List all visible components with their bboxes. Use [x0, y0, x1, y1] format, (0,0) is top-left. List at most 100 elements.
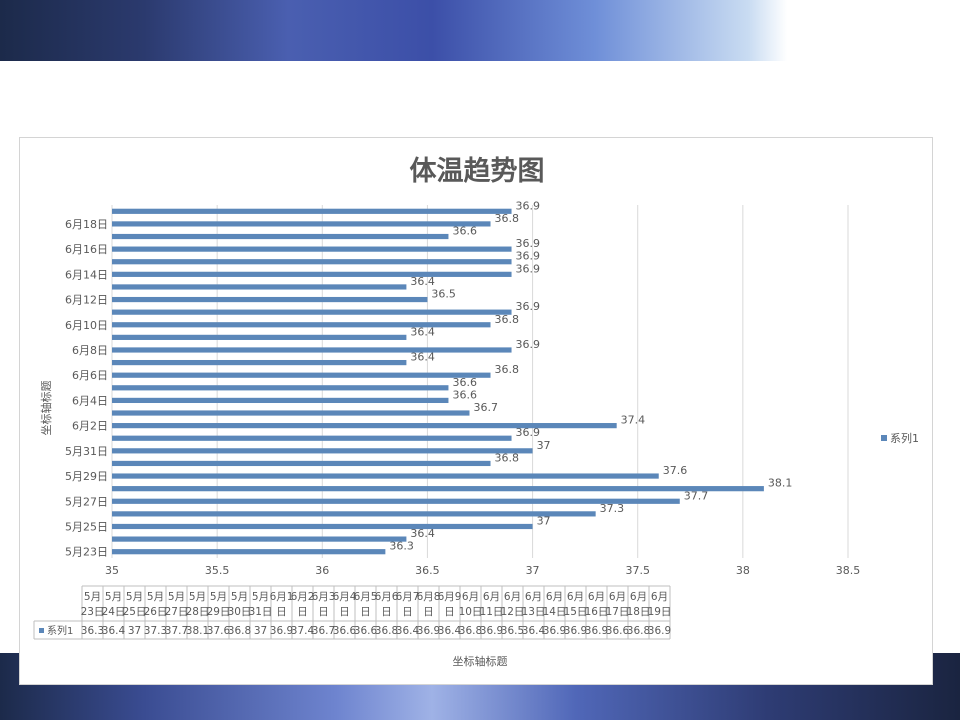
table-header-line1: 5月: [252, 591, 269, 603]
table-header-line1: 6月7: [396, 591, 420, 603]
bar-data-label: 36.7: [473, 401, 498, 414]
x-axis-tick-labels: 35 35.5 36 36.5 37 37.5 38 38.5: [105, 564, 860, 577]
table-header-line2: 31日: [249, 606, 273, 618]
bar-data-label: 36.5: [431, 288, 456, 301]
table-cell-value: 36.6: [333, 625, 357, 637]
table-cell-value: 36.9: [564, 625, 587, 637]
bar: [112, 448, 533, 454]
table-cell-value: 37: [254, 625, 267, 637]
y-tick-label: 5月25日: [65, 520, 108, 533]
table-cell-value: 36.8: [627, 625, 650, 637]
table-header-line2: 27日: [165, 606, 189, 618]
table-header-line1: 6月1: [270, 591, 294, 603]
table-header-line2: 日: [381, 606, 392, 618]
table-cell-value: 36.9: [585, 625, 608, 637]
bar-data-label: 37.3: [600, 502, 625, 515]
table-header-line2: 日: [297, 606, 308, 618]
table-cell-value: 36.5: [501, 625, 524, 637]
bar-data-label: 36.9: [516, 338, 541, 351]
x-tick-label: 37: [526, 564, 540, 577]
table-header-line1: 5月: [147, 591, 164, 603]
table-header-line2: 16日: [585, 606, 609, 618]
bar: [112, 385, 449, 391]
table-header-line1: 6月: [567, 591, 584, 603]
bar-data-label: 37.4: [621, 414, 646, 427]
bar: [112, 284, 407, 290]
table-header-line1: 5月: [126, 591, 143, 603]
table-cell-value: 36.9: [480, 625, 503, 637]
table-header-line2: 24日: [102, 606, 126, 618]
table-cell-value: 36.4: [522, 625, 546, 637]
table-header-line1: 6月: [462, 591, 479, 603]
bar: [112, 410, 470, 416]
table-header-line1: 6月: [504, 591, 521, 603]
y-tick-label: 6月16日: [65, 243, 108, 256]
table-header-line1: 6月8: [417, 591, 441, 603]
table-cell-value: 36.6: [606, 625, 630, 637]
table-cell-value: 38.1: [186, 625, 209, 637]
table-header-line2: 日: [276, 606, 287, 618]
table-cell-value: 36.9: [417, 625, 440, 637]
chart-title: 体温趋势图: [410, 156, 545, 187]
bar: [112, 498, 680, 504]
bar-data-label: 36.8: [495, 451, 520, 464]
table-series-label: 系列1: [47, 624, 73, 637]
table-cell-value: 36.6: [354, 625, 378, 637]
bar-data-label: 36.4: [410, 275, 435, 288]
x-tick-label: 36.5: [415, 564, 440, 577]
bar: [112, 271, 512, 277]
bar-data-label: 37.7: [684, 489, 709, 502]
bar: [112, 322, 491, 328]
bar: [112, 246, 512, 252]
bar: [112, 473, 659, 479]
table-cell-value: 37: [128, 625, 141, 637]
table-header-line2: 14日: [543, 606, 567, 618]
table-header-line2: 13日: [522, 606, 546, 618]
header-decoration-band: [0, 0, 960, 61]
table-header-line2: 18日: [627, 606, 651, 618]
chart-area[interactable]: 体温趋势图 36.3 36.4 37 37.3 37.7 38.1 37.6 36.8 37 36…: [19, 137, 933, 685]
bar-data-label: 36.4: [410, 351, 435, 364]
bar-data-label: 36.4: [410, 325, 435, 338]
table-cell-value: 36.4: [438, 625, 462, 637]
bar-data-label: 36.9: [516, 199, 541, 212]
y-tick-label: 6月18日: [65, 218, 108, 231]
bar: [112, 549, 386, 555]
x-tick-label: 35: [105, 564, 119, 577]
table-cell-value: 36.8: [459, 625, 482, 637]
legend[interactable]: 系列1: [881, 431, 919, 445]
table-header-line1: 5月: [168, 591, 185, 603]
table-legend-key: [39, 628, 44, 633]
bar: [112, 460, 491, 467]
table-cell-value: 36.9: [648, 625, 671, 637]
bar-data-label: 36.9: [516, 426, 541, 439]
table-header-line1: 6月2: [291, 591, 315, 603]
table-header-line2: 12日: [501, 606, 525, 618]
table-cell-value: 36.8: [228, 625, 251, 637]
table-header-line1: 6月: [525, 591, 542, 603]
bar-data-label: 36.9: [516, 300, 541, 313]
table-header-line2: 10日: [459, 606, 483, 618]
table-header-line2: 日: [423, 606, 434, 618]
table-header-line2: 日: [360, 606, 371, 618]
gridlines: [111, 205, 849, 558]
table-cell-value: 37.4: [291, 625, 315, 637]
table-header-line1: 6月: [630, 591, 647, 603]
table-header-line1: 6月: [588, 591, 605, 603]
x-tick-label: 37.5: [625, 564, 650, 577]
table-header-line1: 6月: [651, 591, 668, 603]
bar: [112, 397, 449, 404]
bar: [112, 372, 491, 378]
bar-data-label: 37.6: [663, 464, 688, 477]
bar: [112, 536, 407, 542]
table-header-line2: 日: [402, 606, 413, 618]
bar: [112, 208, 512, 214]
table-cell-value: 36.4: [102, 625, 126, 637]
x-axis-title: 坐标轴标题: [453, 654, 508, 668]
bar: [112, 233, 449, 240]
bar-data-label: 36.8: [495, 313, 520, 326]
table-cell-value: 36.9: [270, 625, 293, 637]
y-tick-label: 6月8日: [72, 344, 108, 357]
bar-data-label: 36.3: [389, 540, 414, 553]
y-axis-tick-labels: 5月23日 5月25日 5月27日 5月29日 5月31日 6月2日 6月4日 6月6日 6月8…: [65, 218, 108, 559]
